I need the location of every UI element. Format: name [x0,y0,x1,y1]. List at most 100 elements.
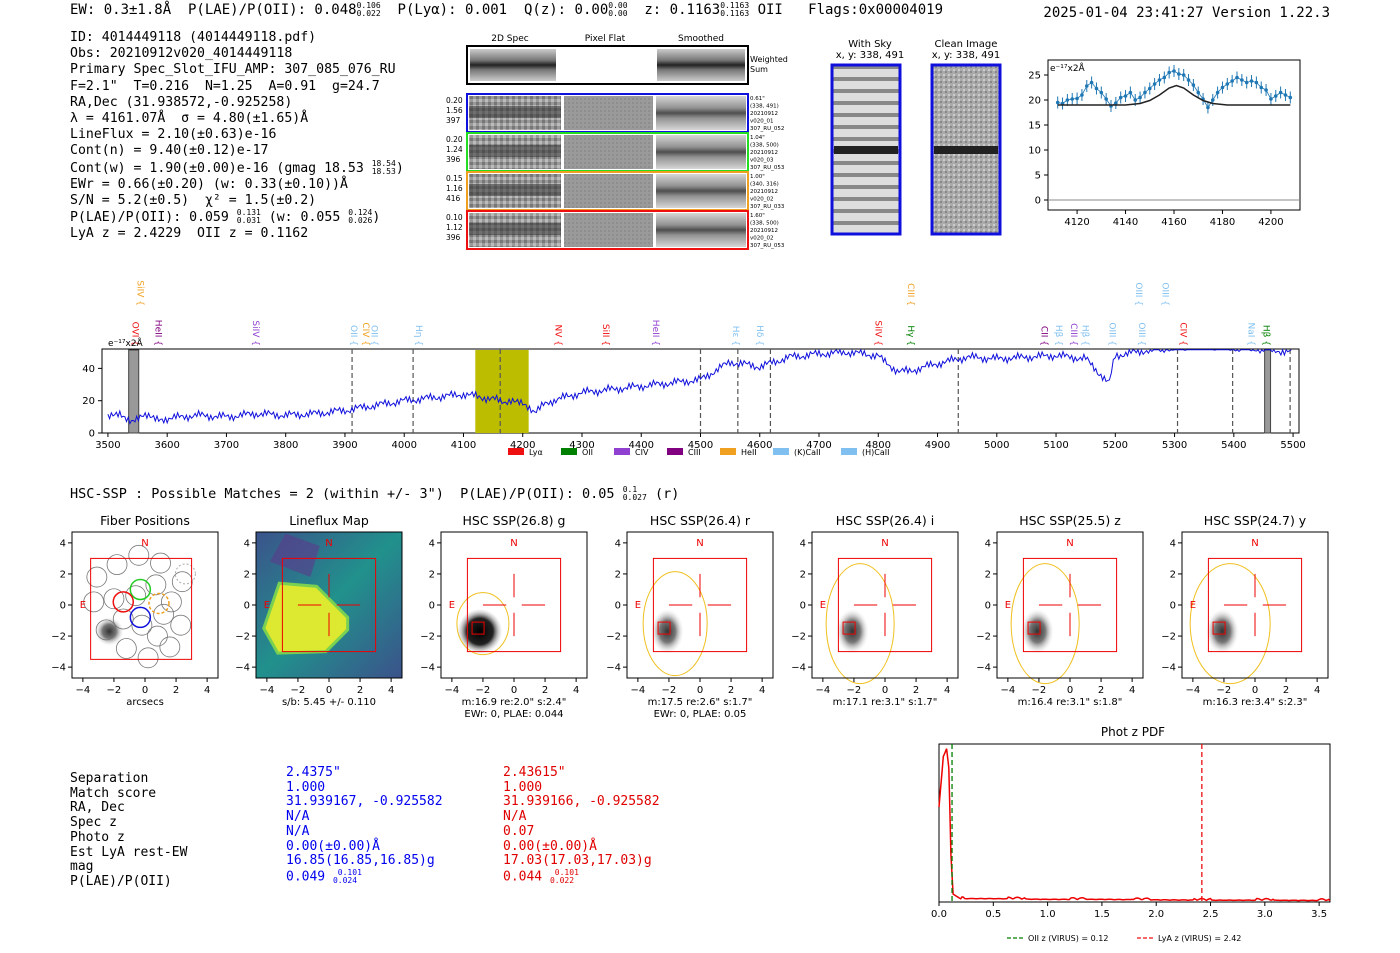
match-blue-value: 2.4375" [286,765,341,780]
info-plae-w-lower: 0.026 [348,216,373,226]
cutout-right-label: 20210912 [750,111,778,117]
match-red-value: 2.43615" [503,765,566,780]
hsc-ytick-label: −4 [420,663,435,674]
hsc-panel-title: HSC SSP(25.5) z [1019,513,1121,528]
spectrum-line-label: OIII { [1133,282,1143,306]
hsc-xtick-label: −4 [75,685,90,696]
fit-data-point [1123,94,1128,98]
cutout-pixel-flat [564,96,653,130]
spectrum-line-label: Hβ { [1053,325,1063,346]
hsc-caption-2: EWr: 0, PLAE: 0.05 [654,709,747,720]
spectrum-line-label: OII { [348,325,358,346]
hsc-target-box [1027,621,1041,635]
cutout-row-frame [466,210,749,250]
spectrum-line-label: HeII { [152,320,162,346]
hsc-target-box [842,621,856,635]
hsc-ytick-label: 4 [985,538,991,549]
hsc-ytick-label: −2 [976,632,991,643]
fiber-green [129,578,152,601]
hsc-caption: m:17.5 re:2.6" s:1.7" [648,697,753,708]
hsc-ytick-label: 0 [60,601,66,612]
hsc-ytick-label: 4 [800,538,806,549]
hsc-ytick-label: 4 [1170,538,1176,549]
hsc-xtick-label: 2 [357,685,363,696]
fiber-circle [95,619,117,641]
hsc-xtick-label: −4 [1185,685,1200,696]
header-flags: OII Flags:0x00004019 [757,2,944,18]
fit-data-point [1157,78,1162,82]
cutout-right-label: 20210912 [750,228,778,234]
hsc-image-bg [627,532,773,678]
phot-z-legend-label: OII z (VIRUS) = 0.12 [1028,934,1108,943]
fit-xtick-label: 4120 [1064,217,1089,228]
cutout-trace [469,223,561,235]
hsc-image-bg [997,532,1143,678]
weighted-sum-smoothed [657,49,745,81]
hsc-summary: HSC-SSP : Possible Matches = 2 (within +… [70,486,680,503]
fit-data-point [1099,90,1104,95]
match-row-label: mag [70,859,94,875]
fit-data-point [1094,86,1099,91]
spectrum-line-label: OVI { [129,322,139,346]
north-label: N [1066,538,1073,549]
info-plae-lower: 0.031 [236,216,261,226]
fit-data-point [1225,82,1230,86]
hsc-region-box [837,557,933,653]
info-params: F=2.1" T=0.216 N=1.25 A=0.91 g=24.7 [70,78,380,94]
spectrum-line-label: Hβ { [1080,325,1090,346]
fit-data-point [1143,90,1147,95]
cutout-pixel-flat [564,174,653,208]
hsc-ytick-label: −4 [235,663,250,674]
fit-data-point [1138,95,1142,100]
clean-image-title: Clean Image [935,39,998,50]
spectrum-xtick-label: 4900 [925,440,950,451]
hsc-ytick-label: −2 [1161,632,1176,643]
spectrum-legend-label: Lyα [529,448,543,457]
header-plya: P(Lyα): 0.001 Q(z): 0.00 [397,2,609,18]
fit-data-point [1269,97,1273,101]
weighted-sum-2d [470,49,556,81]
fiber-source-blob [95,617,124,646]
date-version: 2025-01-04 23:41:27 Version 1.22.3 [1043,5,1330,21]
hsc-plae-lower: 0.027 [622,493,647,502]
fiber-circle [161,591,182,613]
hsc-xtick-label: 4 [204,685,210,696]
hsc-ytick-label: −2 [420,632,435,643]
hsc-ytick-label: 0 [800,601,806,612]
spectrum-legend-label: CIV [635,448,649,457]
hsc-summary-text: HSC-SSP : Possible Matches = 2 (within +… [70,486,615,502]
spectrum-line-label: SiIV { [250,320,260,346]
match-row-label: Separation [70,771,149,786]
spectrum-xtick-label: 4300 [569,440,594,451]
hsc-band: (r) [654,486,680,502]
fit-xtick-label: 4160 [1161,217,1186,228]
phot-z-pdf-chart: Phot z PDF 0.0 0.5 1.0 1.5 2.0 2.5 3.0 3.5 OII z… [931,725,1331,943]
fit-data-point [1264,88,1268,92]
hsc-ytick-label: 0 [429,601,435,612]
info-cont-w: Cont(w) = 1.90(±0.00)e-16 (gmag 18.53 18… [70,158,404,176]
hsc-aperture [825,563,895,685]
spectrum-highlight [475,350,529,433]
hsc-image-bg [441,532,587,678]
spectrum-legend-swatch [667,448,683,455]
spectrum-line-label: NV { [552,325,562,346]
fit-data-point [1084,84,1089,88]
info-plae-text: P(LAE)/P(OII): 0.059 [70,210,229,226]
spectrum-xtick-label: 4600 [747,440,772,451]
hsc-ytick-label: 0 [1170,601,1176,612]
fit-ytick-label: 5 [1035,171,1041,182]
fiber-red [112,591,135,613]
cutout-smoothed [656,96,746,130]
phot-z-xtick-label: 3.0 [1257,909,1273,920]
spectrum-xtick-label: 5000 [984,440,1009,451]
hsc-panel-title: Lineflux Map [289,513,369,528]
header-ew-upper: 0.106 [356,1,381,10]
hsc-xtick-label: −2 [291,685,306,696]
hsc-xtick-label: 4 [944,685,950,696]
fit-data-point [1075,96,1079,101]
info-gmag-lower: 18.53 [371,166,396,176]
hsc-caption: arcsecs [126,697,164,708]
fit-data-point [1235,75,1239,80]
cutout-pixel-flat [564,213,653,247]
hsc-ytick-label: −2 [606,632,621,643]
